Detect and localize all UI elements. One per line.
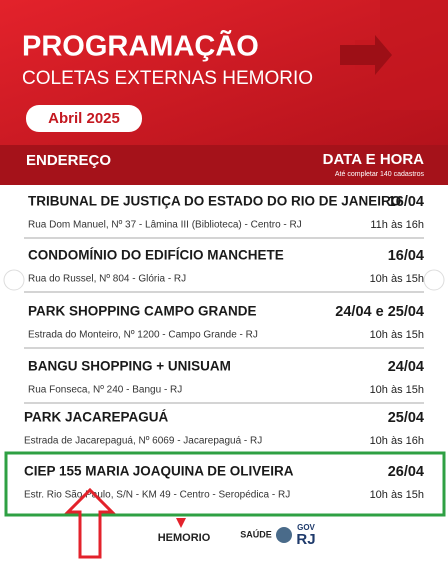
time: 10h às 15h — [370, 329, 424, 341]
location-address: Estr. Rio São Paulo, S/N - KM 49 - Centr… — [24, 490, 290, 501]
location-address: Rua do Russel, Nº 804 - Glória - RJ — [28, 274, 186, 285]
pointer-arrow — [64, 487, 116, 559]
time: 10h às 15h — [370, 273, 424, 285]
column-header: DATA E HORA — [323, 151, 425, 168]
highlight-box — [4, 451, 446, 517]
location-name: BANGU SHOPPING + UNISUAM — [28, 359, 231, 374]
subtitle: COLETAS EXTERNAS HEMORIO — [22, 68, 313, 89]
location-address: Estrada de Jacarepaguá, Nº 6069 - Jacare… — [24, 436, 262, 447]
date: 16/04 — [388, 194, 424, 210]
carousel-prev[interactable] — [3, 269, 25, 291]
month: Abril 2025 — [48, 110, 120, 127]
header-decoration — [355, 0, 448, 110]
location-name: PARK SHOPPING CAMPO GRANDE — [28, 304, 257, 319]
time: 10h às 16h — [370, 435, 424, 447]
column-bar — [0, 145, 448, 185]
time: 11h às 16h — [370, 219, 424, 231]
header-arrow — [340, 35, 392, 75]
state: RJ — [296, 531, 315, 548]
date: 25/04 — [388, 410, 424, 426]
carousel-next[interactable] — [423, 269, 445, 291]
date: 26/04 — [388, 464, 424, 480]
title: PROGRAMAÇÃO — [22, 29, 259, 63]
gov: GOV — [297, 523, 315, 532]
month-badge — [26, 105, 142, 132]
location-address: Rua Dom Manuel, Nº 37 - Lâmina III (Bibl… — [28, 220, 302, 231]
date: 16/04 — [388, 248, 424, 264]
brand: HEMORIO — [158, 532, 211, 544]
location-name: TRIBUNAL DE JUSTIÇA DO ESTADO DO RIO DE … — [28, 194, 401, 209]
health: SAÚDE — [240, 528, 272, 539]
crest — [276, 527, 292, 543]
date: 24/04 — [388, 359, 424, 375]
date: 24/04 e 25/04 — [335, 304, 424, 320]
column-note: Até completar 140 cadastros — [335, 171, 425, 178]
location-name: CIEP 155 MARIA JOAQUINA DE OLIVEIRA — [24, 464, 294, 479]
location-address: Rua Fonseca, Nº 240 - Bangu - RJ — [28, 385, 182, 396]
rows: TRIBUNAL DE JUSTIÇA DO ESTADO DO RIO DE … — [24, 194, 424, 501]
brand-icon — [176, 518, 186, 528]
location-name: CONDOMÍNIO DO EDIFÍCIO MANCHETE — [28, 248, 284, 263]
time: 10h às 15h — [370, 384, 424, 396]
location-name: PARK JACAREPAGUÁ — [24, 410, 169, 425]
column-header: ENDEREÇO — [26, 152, 111, 169]
location-address: Estrada do Monteiro, Nº 1200 - Campo Gra… — [28, 330, 258, 341]
time: 10h às 15h — [370, 489, 424, 501]
